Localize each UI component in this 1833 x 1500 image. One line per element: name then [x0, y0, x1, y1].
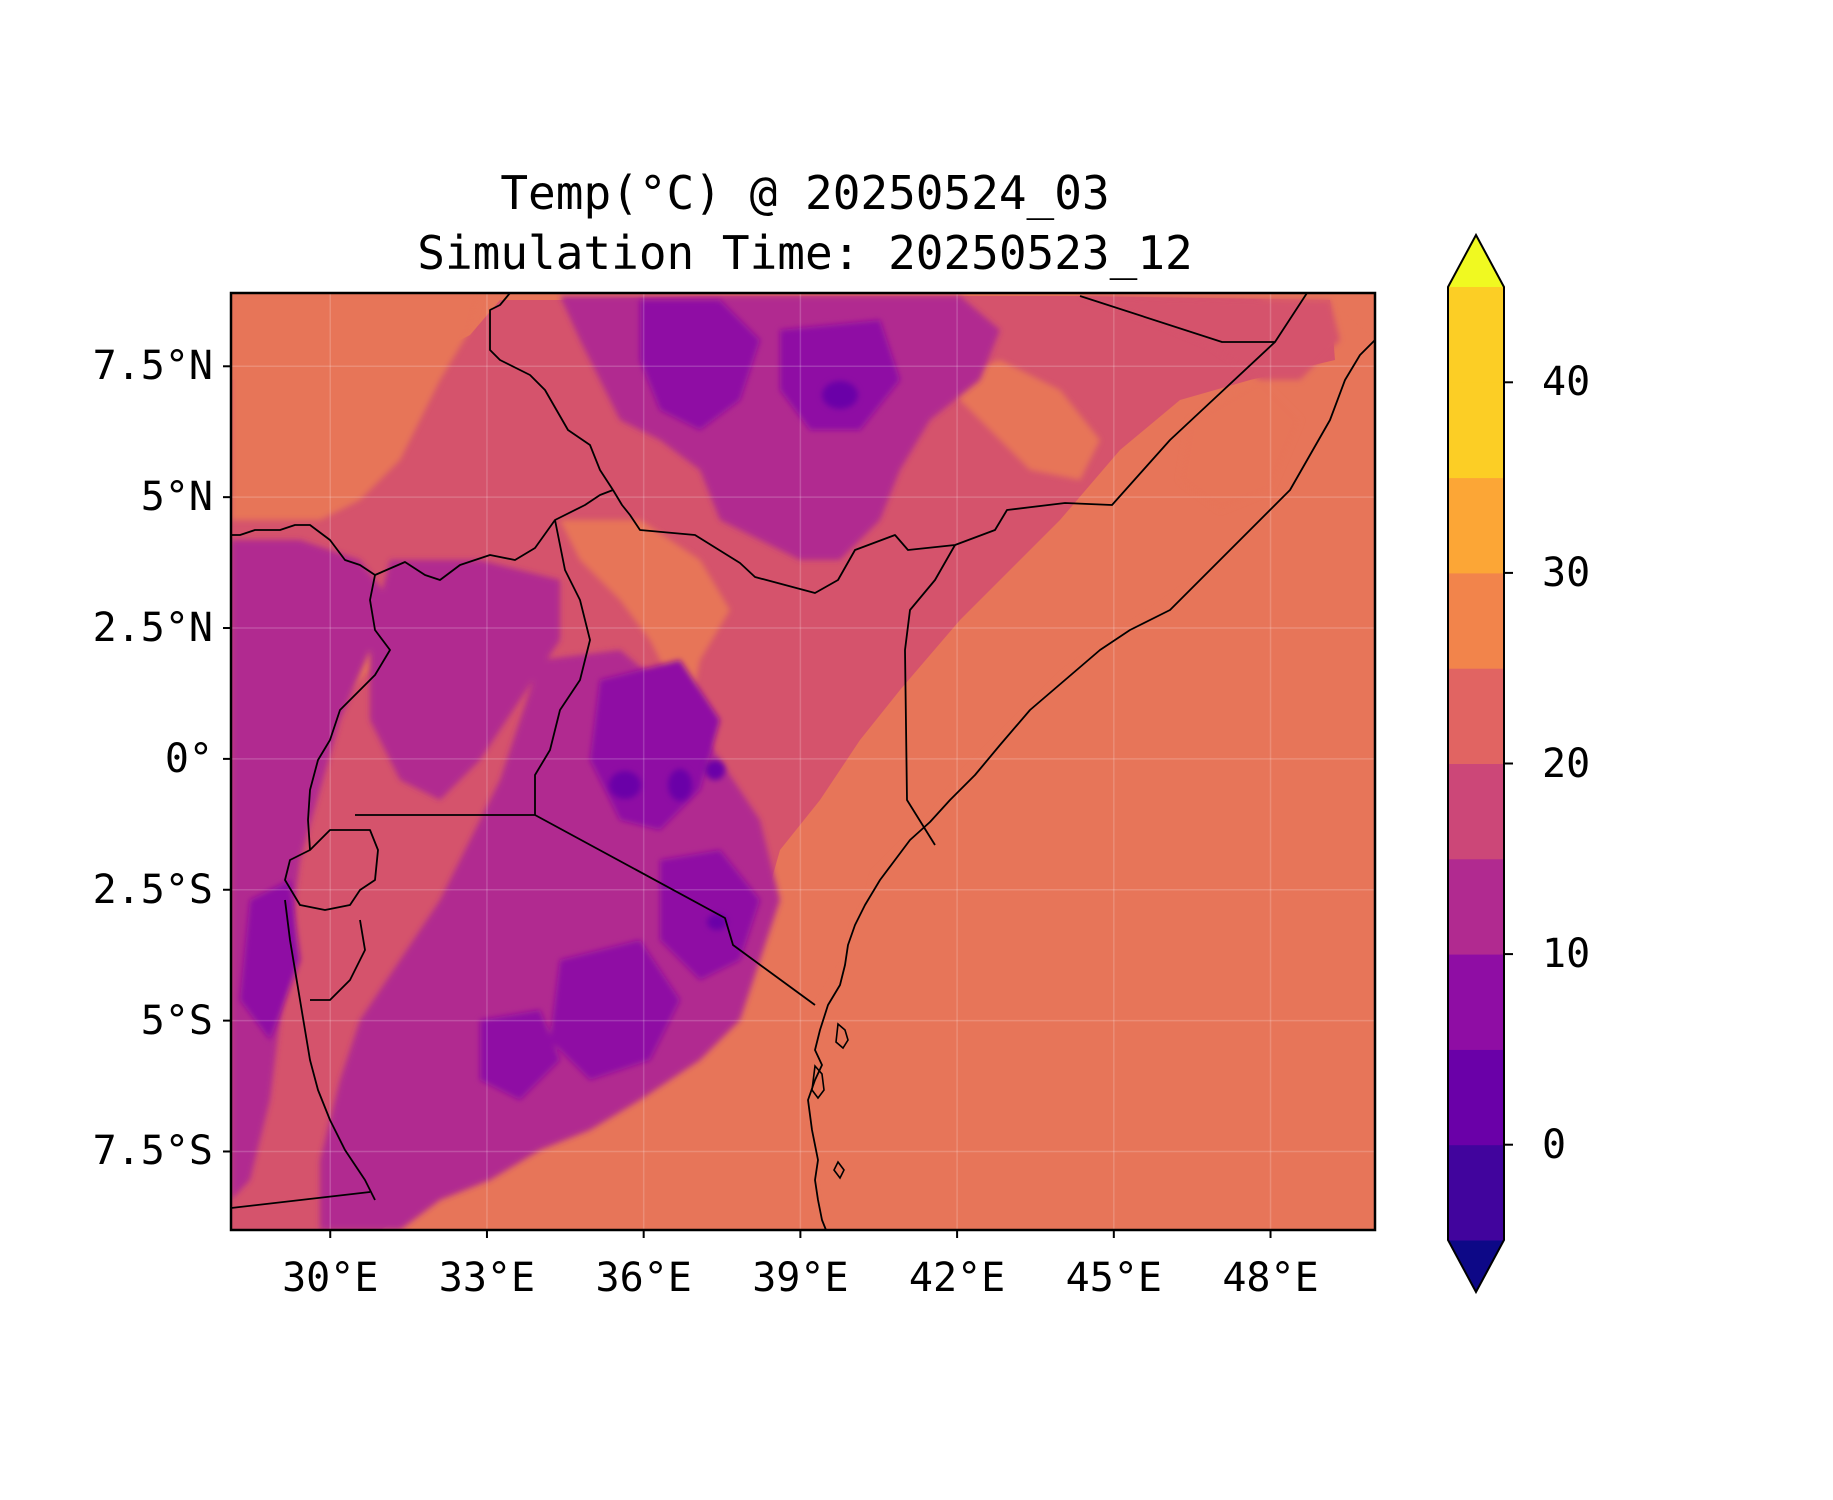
colorbar — [1447, 232, 1513, 1295]
colorbar-tick-label: 20 — [1542, 740, 1591, 787]
x-tick-label: 45°E — [1065, 1255, 1162, 1301]
borders-and-coastlines — [231, 293, 1375, 1230]
islands — [811, 1022, 849, 1180]
colorbar-segment — [1448, 954, 1504, 1050]
border-zambia — [231, 1191, 371, 1209]
chart-title: Temp(°C) @ 20250524_03 — [500, 166, 1110, 220]
axes-frame — [229, 291, 1377, 1232]
coastline-east-africa — [807, 339, 1375, 1230]
y-tick-label: 7.5°N — [92, 343, 213, 390]
x-ticks — [329, 1230, 1272, 1238]
x-tick-label: 36°E — [595, 1255, 692, 1301]
colorbar-segment — [1448, 763, 1504, 860]
ocean-field — [808, 300, 1375, 1230]
colorbar-tick-label: 0 — [1542, 1121, 1567, 1168]
colorbar-extend-max — [1448, 235, 1504, 287]
colorbar-outline — [1447, 232, 1505, 1295]
border-south-sudan-uganda — [231, 489, 614, 581]
border-south-sudan-ethiopia — [489, 293, 614, 491]
y-tick-label: 2.5°N — [92, 605, 213, 652]
colorbar-segment — [1448, 668, 1504, 764]
colorbar-segment — [1448, 1144, 1504, 1241]
field-level-5-10 — [609, 381, 858, 930]
colorbar-segment — [1448, 382, 1504, 479]
colorbar-segment — [1448, 477, 1504, 574]
x-tick-label: 33°E — [438, 1255, 536, 1301]
y-ticks — [223, 365, 231, 1153]
island-pemba — [835, 1022, 849, 1050]
island-mafia — [833, 1160, 845, 1180]
colorbar-segment — [1448, 1049, 1504, 1146]
border-somalia-ethiopia-west — [612, 341, 1276, 594]
border-rwanda-burundi — [284, 829, 379, 911]
colorbar-tick-label: 10 — [1542, 931, 1591, 978]
temperature-field — [231, 293, 1375, 1230]
colorbar-tick-label: 30 — [1542, 549, 1591, 596]
border-somalia-ethiopia — [1079, 293, 1308, 343]
colorbar-segment — [1448, 572, 1504, 669]
border-uganda-tanzania — [355, 814, 816, 1006]
x-tick-label: 39°E — [752, 1255, 849, 1301]
y-tick-label: 5°S — [140, 997, 213, 1044]
colorbar-tick-label: 40 — [1542, 359, 1591, 406]
colorbar-extend-min — [1448, 1240, 1504, 1292]
border-uganda-drc — [307, 574, 391, 851]
x-tick-label: 30°E — [282, 1255, 379, 1301]
colorbar-segment — [1448, 287, 1504, 383]
island-zanzibar — [811, 1064, 825, 1100]
y-tick-label: 7.5°S — [92, 1128, 213, 1175]
field-level-10-15 — [240, 300, 900, 1100]
border-uganda-kenya — [534, 519, 591, 815]
x-tick-label: 42°E — [908, 1255, 1006, 1301]
x-tick-label: 48°E — [1222, 1255, 1319, 1301]
y-tick-label: 0° — [164, 735, 213, 782]
border-lake-tanganyika-east — [310, 919, 366, 1001]
chart-subtitle: Simulation Time: 20250523_12 — [417, 226, 1193, 280]
border-kenya-somalia — [904, 544, 956, 846]
colorbar-segment — [1448, 858, 1504, 955]
border-lake-tanganyika-west — [284, 899, 376, 1201]
gridlines — [231, 293, 1375, 1230]
y-tick-label: 2.5°S — [92, 866, 213, 913]
y-tick-label: 5°N — [140, 474, 213, 521]
